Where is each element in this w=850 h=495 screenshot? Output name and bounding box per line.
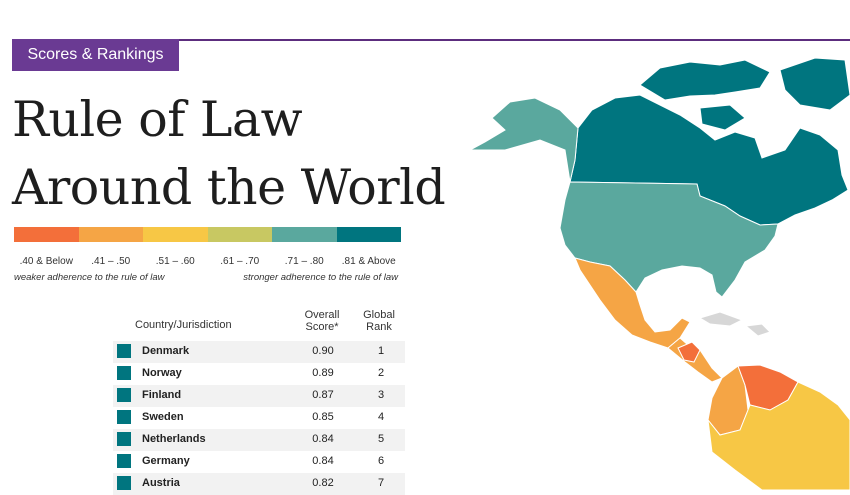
table-row: Austria 0.82 7 <box>113 473 405 495</box>
overall-score: 0.82 <box>312 477 334 489</box>
legend-swatch <box>14 227 79 242</box>
global-rank: 2 <box>377 367 385 379</box>
legend-label: .81 & Above <box>341 256 396 267</box>
table-row: Denmark 0.90 1 <box>113 341 405 363</box>
map-region-south-america <box>707 381 850 490</box>
table-row: Netherlands 0.84 5 <box>113 429 405 451</box>
overall-score: 0.84 <box>312 433 334 445</box>
legend-strong-note: stronger adherence to the rule of law <box>243 272 398 283</box>
global-rank: 1 <box>377 345 385 357</box>
score-color-swatch <box>117 410 131 424</box>
table-row: Finland 0.87 3 <box>113 385 405 407</box>
title-line-1: Rule of Law <box>12 91 303 148</box>
page-title: Rule of Law Around the World <box>12 86 446 222</box>
legend-swatch <box>78 227 143 242</box>
country-name: Germany <box>142 455 190 467</box>
legend-label: .71 – .80 <box>284 256 324 267</box>
legend-swatch <box>143 227 208 242</box>
column-header-country: Country/Jurisdiction <box>135 319 232 331</box>
score-color-swatch <box>117 476 131 490</box>
column-header-score: Overall Score* <box>296 309 348 333</box>
overall-score: 0.87 <box>312 389 334 401</box>
legend-swatch <box>336 227 401 242</box>
legend-label: .40 & Below <box>19 256 73 267</box>
legend-weak-note: weaker adherence to the rule of law <box>14 272 165 283</box>
global-rank: 7 <box>377 477 385 489</box>
table-row: Sweden 0.85 4 <box>113 407 405 429</box>
overall-score: 0.84 <box>312 455 334 467</box>
score-header-line-1: Overall <box>304 309 340 321</box>
rank-header-line-2: Rank <box>366 321 392 333</box>
country-name: Sweden <box>142 411 184 423</box>
score-header-line-2: Score* <box>305 321 339 333</box>
score-color-swatch <box>117 344 131 358</box>
legend-swatch <box>272 227 337 242</box>
legend-labels: .40 & Below .41 – .50 .51 – .60 .61 – .7… <box>14 256 401 267</box>
country-name: Austria <box>142 477 180 489</box>
legend-label: .61 – .70 <box>220 256 260 267</box>
map-region-honduras <box>677 341 701 363</box>
map-region-canada <box>779 57 850 111</box>
title-line-2: Around the World <box>12 159 446 216</box>
score-color-swatch <box>117 366 131 380</box>
country-name: Denmark <box>142 345 190 357</box>
rankings-table: Denmark 0.90 1 Norway 0.89 2 Finland 0.8… <box>113 341 405 495</box>
legend-label: .41 – .50 <box>91 256 131 267</box>
map-region-caribbean <box>698 311 744 327</box>
score-color-swatch <box>117 432 131 446</box>
top-rule <box>12 39 850 41</box>
table-row: Norway 0.89 2 <box>113 363 405 385</box>
country-name: Netherlands <box>142 433 206 445</box>
global-rank: 4 <box>377 411 385 423</box>
column-header-rank: Global Rank <box>355 309 403 333</box>
rank-header-line-1: Global <box>363 309 395 321</box>
legend-label: .51 – .60 <box>155 256 195 267</box>
map-region-canada <box>639 59 771 101</box>
global-rank: 5 <box>377 433 385 445</box>
section-badge: Scores & Rankings <box>12 39 179 71</box>
country-name: Norway <box>142 367 182 379</box>
map-region-canada <box>699 104 746 131</box>
overall-score: 0.89 <box>312 367 334 379</box>
legend-swatch <box>207 227 272 242</box>
map-region-mexico <box>574 257 691 349</box>
overall-score: 0.85 <box>312 411 334 423</box>
global-rank: 6 <box>377 455 385 467</box>
overall-score: 0.90 <box>312 345 334 357</box>
map-region-alaska <box>469 97 579 183</box>
country-name: Finland <box>142 389 182 401</box>
score-color-swatch <box>117 388 131 402</box>
score-color-swatch <box>117 454 131 468</box>
map-region-caribbean <box>744 323 771 337</box>
global-rank: 3 <box>377 389 385 401</box>
americas-map <box>469 57 850 490</box>
table-row: Germany 0.84 6 <box>113 451 405 473</box>
legend-color-bar <box>14 227 401 242</box>
